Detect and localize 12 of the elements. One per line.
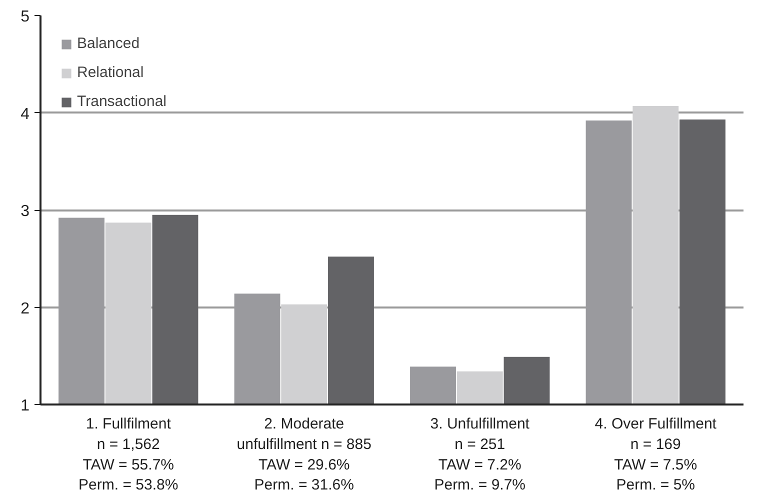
y-tick-label: 1	[20, 398, 30, 414]
legend-label: Transactional	[77, 93, 166, 110]
x-tick-label: 3. Unfulfillment n = 251 TAW = 7.2% Perm. = 9.7%	[430, 416, 530, 494]
x-tick-label: 2. Moderate unfulfillment n = 885 TAW = 29.6% Perm. = 31.6%	[236, 416, 372, 494]
legend-label: Relational	[77, 64, 144, 81]
y-tick-label: 2	[20, 300, 30, 318]
x-tick-label: 1. Fullfilment n = 1,562 TAW = 55.7% Perm. = 53.8%	[78, 416, 178, 494]
y-tick-label: 5	[20, 8, 30, 26]
y-tick-label: 4	[20, 106, 30, 123]
legend-label: Balanced	[77, 35, 140, 52]
x-tick-label: 4. Over Fulfillment n = 169 TAW = 7.5% Perm. = 5%	[594, 416, 718, 494]
y-tick-label: 3	[20, 203, 30, 220]
